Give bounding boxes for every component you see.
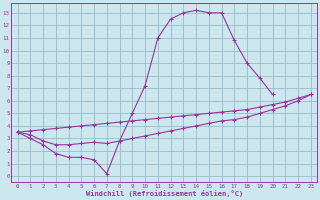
X-axis label: Windchill (Refroidissement éolien,°C): Windchill (Refroidissement éolien,°C) — [85, 190, 243, 197]
